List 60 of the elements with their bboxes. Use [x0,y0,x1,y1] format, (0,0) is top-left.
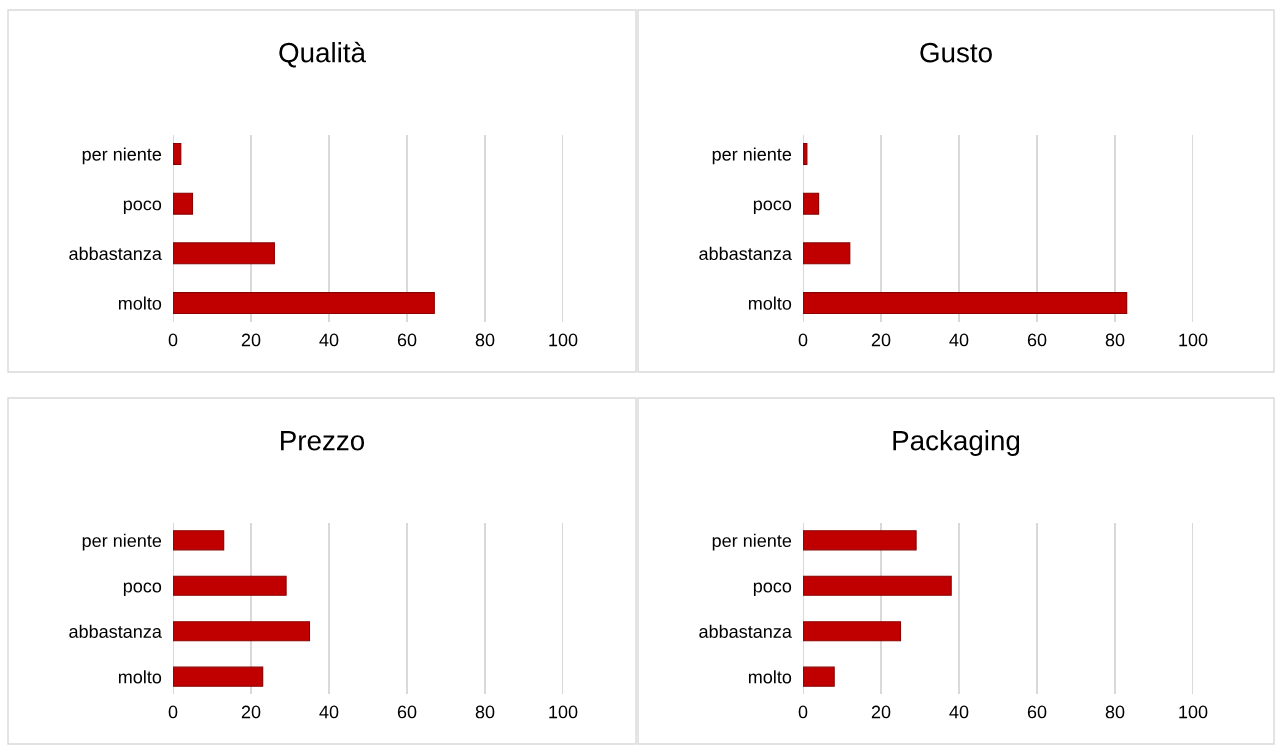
bar [803,292,1128,315]
x-tick-label: 0 [168,705,178,719]
x-tick-label: 60 [397,705,417,719]
y-tick-label: per niente [712,147,792,165]
x-tick-label: 20 [871,705,891,719]
x-tick-label: 80 [475,705,495,719]
bar [803,242,851,265]
x-tick-label: 40 [949,333,969,347]
bar [803,530,917,551]
x-tick-label: 0 [798,333,808,347]
x-tick-label: 100 [549,705,578,719]
y-tick-label: molto [748,296,792,310]
x-tick-label: 80 [1105,333,1125,347]
x-tick-label: 80 [1105,705,1125,719]
bar [803,575,952,596]
x-tick-label: 60 [1027,333,1047,347]
bar [173,292,435,315]
x-tick-label: 0 [798,705,808,719]
bar [803,621,902,642]
bar [173,666,264,687]
chart-title: Packaging [893,430,1020,456]
x-tick-label: 100 [549,333,578,347]
bar [803,142,808,165]
y-tick-label: per niente [82,147,162,165]
y-tick-label: poco [753,582,792,597]
x-tick-label: 20 [241,705,261,719]
bar [173,621,311,642]
x-tick-label: 20 [241,333,261,347]
y-tick-label: abbastanza [69,246,162,261]
bar [173,242,275,265]
chart-title: Gusto [920,42,992,63]
bar [803,192,820,215]
y-tick-label: abbastanza [69,624,162,638]
x-tick-label: 40 [319,333,339,347]
x-tick-label: 0 [168,333,178,347]
x-tick-label: 60 [1027,705,1047,719]
bar [803,666,835,687]
x-tick-label: 60 [397,333,417,347]
x-tick-label: 40 [319,705,339,719]
x-tick-label: 40 [949,705,969,719]
chart-title: Prezzo [281,431,365,451]
x-tick-label: 80 [475,333,495,347]
bar [173,192,194,215]
y-tick-label: abbastanza [699,246,792,261]
y-tick-label: molto [748,670,792,684]
x-tick-label: 100 [1179,705,1208,719]
y-tick-label: abbastanza [699,624,792,638]
x-tick-label: 100 [1179,333,1208,347]
y-tick-label: poco [123,582,162,597]
y-tick-label: molto [118,296,162,310]
y-tick-label: per niente [82,533,162,551]
bar [173,142,182,165]
bar [173,530,225,551]
chart-title: Qualità [279,41,367,68]
x-tick-label: 20 [871,333,891,347]
y-tick-label: poco [753,200,792,214]
y-tick-label: per niente [712,533,792,551]
y-tick-label: molto [118,670,162,684]
y-tick-label: poco [123,200,162,214]
bar [173,575,287,596]
